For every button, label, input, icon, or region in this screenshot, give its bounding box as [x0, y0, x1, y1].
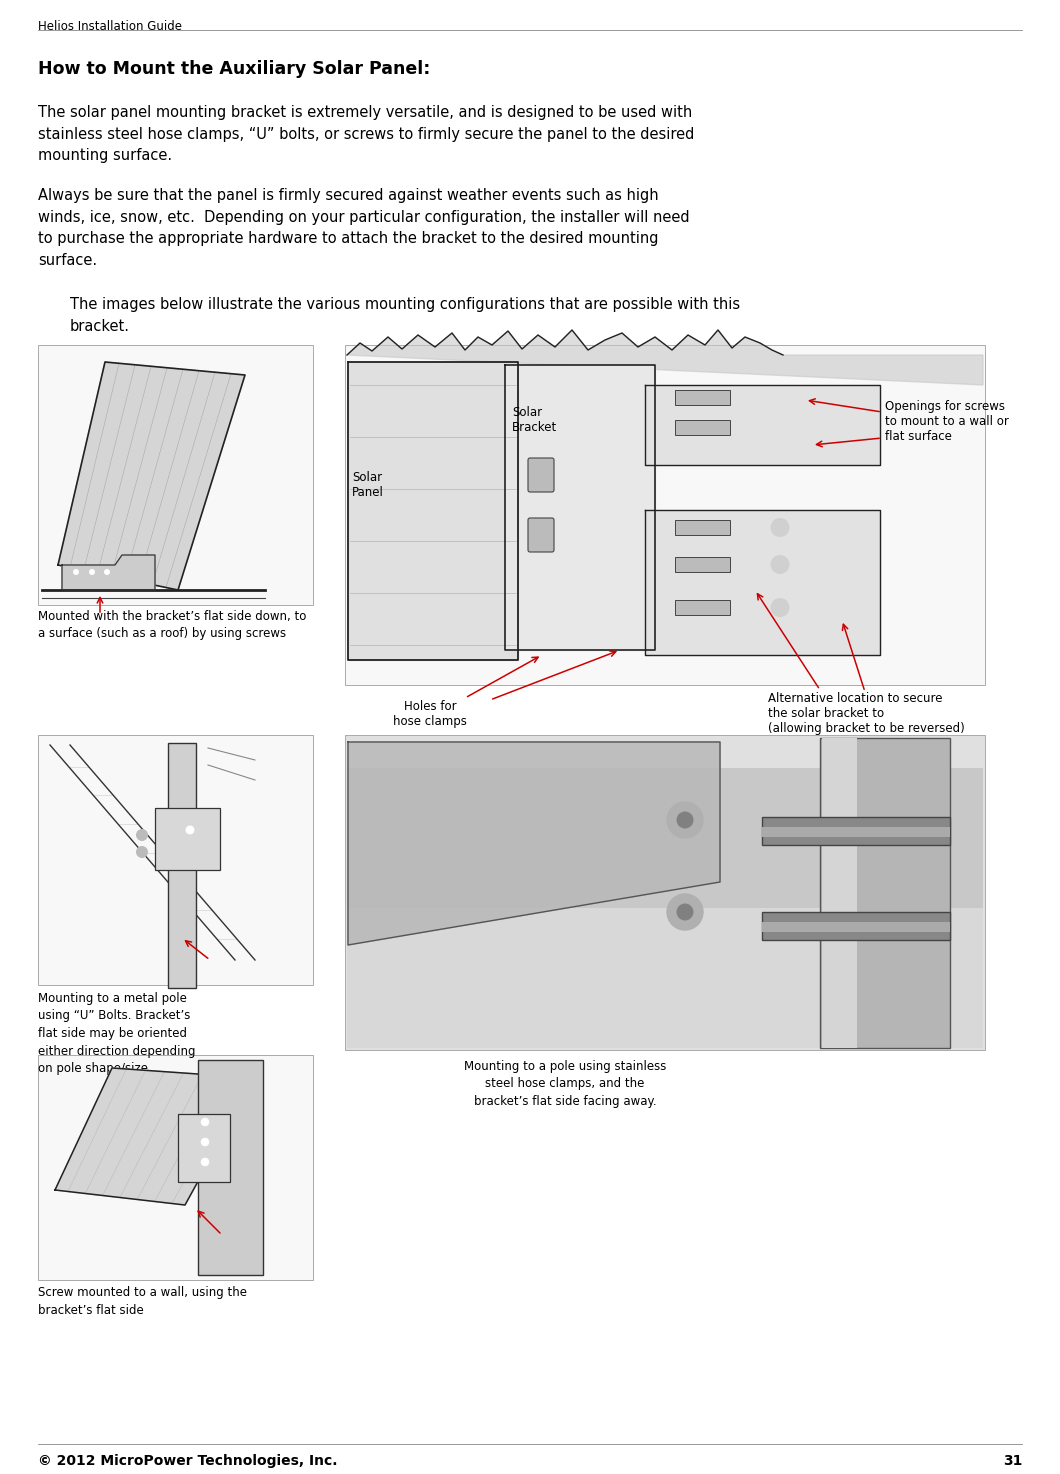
Bar — [675, 600, 730, 615]
Circle shape — [771, 556, 789, 573]
Polygon shape — [348, 363, 518, 660]
Polygon shape — [55, 1069, 255, 1206]
Bar — [38, 736, 313, 985]
Text: Helios Installation Guide: Helios Installation Guide — [38, 21, 182, 32]
Bar — [762, 923, 950, 932]
Text: The solar panel mounting bracket is extremely versatile, and is designed to be u: The solar panel mounting bracket is extr… — [38, 105, 694, 164]
Bar — [167, 743, 196, 988]
Text: How to Mount the Auxiliary Solar Panel:: How to Mount the Auxiliary Solar Panel: — [38, 60, 430, 78]
Polygon shape — [58, 363, 245, 590]
Text: © 2012 MicroPower Technologies, Inc.: © 2012 MicroPower Technologies, Inc. — [38, 1453, 337, 1468]
Text: Mounting to a pole using stainless
steel hose clamps, and the
bracket’s flat sid: Mounting to a pole using stainless steel… — [464, 1060, 666, 1108]
Circle shape — [771, 598, 789, 616]
Circle shape — [677, 904, 693, 920]
Text: The images below illustrate the various mounting configurations that are possibl: The images below illustrate the various … — [70, 296, 740, 333]
Bar — [344, 345, 985, 685]
Polygon shape — [505, 366, 655, 650]
Circle shape — [137, 830, 147, 840]
Circle shape — [73, 569, 78, 575]
Polygon shape — [348, 741, 720, 945]
Circle shape — [105, 569, 109, 575]
Bar — [198, 1060, 263, 1275]
FancyBboxPatch shape — [528, 458, 554, 492]
Polygon shape — [644, 510, 880, 654]
Bar — [344, 736, 985, 1049]
Bar — [820, 738, 950, 1048]
Polygon shape — [644, 385, 880, 464]
Circle shape — [201, 1138, 209, 1145]
Text: Solar
Panel: Solar Panel — [352, 472, 384, 500]
Bar — [347, 768, 983, 908]
Circle shape — [677, 812, 693, 828]
Text: 31: 31 — [1003, 1453, 1022, 1468]
Text: Solar
Bracket: Solar Bracket — [512, 405, 558, 433]
Bar — [155, 808, 220, 870]
Circle shape — [89, 569, 94, 575]
Bar — [762, 827, 950, 837]
Text: Alternative location to secure
the solar bracket to
(allowing bracket to be reve: Alternative location to secure the solar… — [768, 691, 965, 736]
Bar — [762, 817, 950, 845]
Bar — [675, 391, 730, 405]
Circle shape — [186, 825, 194, 834]
Circle shape — [201, 1119, 209, 1126]
Circle shape — [201, 1159, 209, 1166]
Text: Openings for screws
to mount to a wall or
flat surface: Openings for screws to mount to a wall o… — [885, 399, 1009, 444]
Circle shape — [137, 846, 147, 858]
Text: Screw mounted to a wall, using the
bracket’s flat side: Screw mounted to a wall, using the brack… — [38, 1285, 247, 1316]
Bar — [178, 1114, 230, 1182]
Bar — [675, 520, 730, 535]
FancyBboxPatch shape — [528, 517, 554, 551]
Bar — [675, 420, 730, 435]
Circle shape — [667, 895, 703, 930]
Polygon shape — [61, 556, 155, 590]
Bar — [822, 738, 856, 1048]
Text: Mounted with the bracket’s flat side down, to
a surface (such as a roof) by usin: Mounted with the bracket’s flat side dow… — [38, 610, 306, 641]
Polygon shape — [347, 330, 983, 385]
Text: Mounting to a metal pole
using “U” Bolts. Bracket’s
flat side may be oriented
ei: Mounting to a metal pole using “U” Bolts… — [38, 992, 195, 1075]
Text: Holes for
hose clamps: Holes for hose clamps — [393, 700, 467, 728]
Bar — [762, 912, 950, 940]
Bar — [675, 557, 730, 572]
Circle shape — [771, 519, 789, 537]
Text: Always be sure that the panel is firmly secured against weather events such as h: Always be sure that the panel is firmly … — [38, 189, 690, 268]
Bar — [347, 874, 983, 1048]
Bar — [38, 345, 313, 604]
Bar — [38, 1055, 313, 1279]
Circle shape — [667, 802, 703, 839]
